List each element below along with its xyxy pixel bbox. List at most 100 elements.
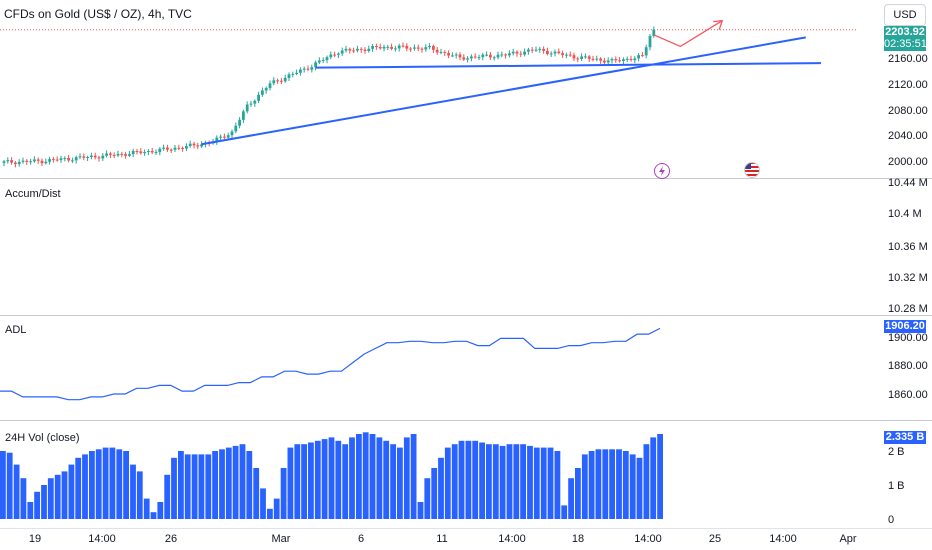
volume-bar [130, 464, 136, 519]
candle [105, 153, 108, 156]
volume-bar [321, 439, 328, 519]
candle [542, 48, 545, 51]
x-tick-label: 25 [709, 533, 721, 545]
us-flag-icon[interactable] [744, 162, 760, 178]
candle [188, 143, 192, 147]
y-tick-label: 10.4 M [888, 208, 922, 220]
economic-event-icon[interactable] [654, 163, 670, 179]
y-tick-label: 2040.00 [888, 130, 928, 142]
volume-bar [533, 447, 540, 519]
candle [443, 51, 447, 53]
y-tick-label: 10.32 M [888, 272, 928, 284]
volume-bar [356, 434, 362, 519]
candle [306, 68, 310, 70]
candle [48, 159, 51, 162]
volume-bar [506, 444, 513, 519]
indicator-title-adl: ADL [5, 324, 27, 336]
candle [90, 155, 93, 157]
candle [561, 53, 564, 56]
candle [511, 51, 515, 54]
chart-title: CFDs on Gold (US$ / OZ), 4h, TVC [4, 7, 192, 21]
candle [432, 46, 435, 50]
candle [131, 151, 135, 155]
volume-bar [95, 449, 102, 519]
candle [367, 48, 371, 52]
volume-bar [68, 464, 75, 519]
candle [242, 111, 245, 120]
candle [314, 62, 317, 68]
candle [622, 59, 625, 62]
volume-bar [54, 474, 61, 519]
candle [523, 51, 526, 55]
candle [603, 60, 606, 63]
y-tick-label: 10.44 M [888, 177, 928, 189]
volume-bar [287, 447, 294, 519]
candle [340, 50, 344, 54]
candle [371, 46, 374, 49]
candle [413, 47, 416, 49]
candle [409, 48, 412, 50]
candle [257, 94, 260, 101]
volume-bar [246, 451, 253, 519]
candle [150, 150, 154, 153]
candle [310, 67, 314, 70]
candle [375, 46, 378, 48]
candle [276, 80, 279, 82]
volume-bar [438, 457, 444, 519]
candle [230, 131, 234, 136]
candle [473, 56, 477, 58]
candle [219, 136, 222, 138]
y-tick-label: 2080.00 [888, 105, 928, 117]
candle [135, 151, 139, 153]
volume-bar [472, 440, 479, 519]
forecast-arrow [653, 20, 723, 48]
volume-bar [575, 468, 581, 519]
candle [496, 54, 500, 58]
candle [466, 58, 469, 60]
volume-bar [561, 505, 568, 519]
candle [268, 83, 272, 89]
volume-bar [547, 447, 554, 519]
x-tick-label: 14:00 [88, 533, 116, 545]
volume-bar [616, 449, 622, 519]
volume-bar [636, 457, 643, 519]
candle [192, 143, 196, 146]
candle [17, 161, 21, 165]
candle [390, 46, 393, 49]
y-tick-label: 0 [888, 514, 894, 526]
volume-bar [184, 454, 191, 519]
candle [128, 154, 131, 156]
candle [169, 149, 173, 151]
candle [59, 158, 63, 161]
candle [435, 49, 439, 53]
candle [546, 50, 549, 55]
candle [333, 54, 336, 56]
y-tick-label: 2160.00 [888, 53, 928, 65]
candle [280, 80, 283, 82]
trendline [315, 62, 822, 69]
candle [565, 54, 568, 56]
volume-bar [588, 451, 595, 519]
volume-bar [294, 444, 301, 519]
candle [378, 47, 382, 49]
candle [6, 160, 10, 162]
y-tick-label: 1880.00 [888, 360, 928, 372]
x-tick-label: 11 [436, 533, 447, 545]
volume-bar [150, 512, 157, 519]
candle [295, 72, 298, 74]
currency-button[interactable]: USD [884, 4, 926, 26]
candle [500, 54, 504, 56]
candle [492, 57, 496, 59]
candle [154, 152, 158, 154]
candle [481, 54, 485, 58]
candle [97, 157, 101, 159]
candle [625, 58, 629, 60]
volume-bar [82, 454, 88, 519]
candle [86, 156, 89, 158]
candle [515, 51, 519, 54]
candle [519, 53, 523, 55]
candle [52, 159, 55, 161]
y-tick-label: 1860.00 [888, 389, 928, 401]
candle [264, 88, 268, 91]
